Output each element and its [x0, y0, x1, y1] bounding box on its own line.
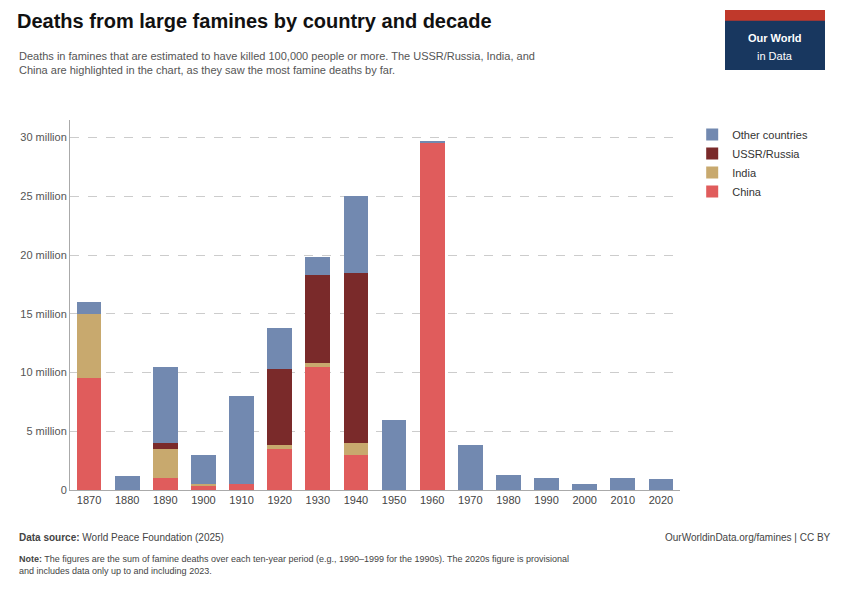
- svg-text:15 million: 15 million: [20, 308, 66, 320]
- svg-text:1890: 1890: [153, 494, 177, 506]
- svg-text:10 million: 10 million: [20, 366, 66, 378]
- svg-text:2020: 2020: [649, 494, 673, 506]
- svg-text:1900: 1900: [191, 494, 215, 506]
- svg-text:OurWorldinData.org/famines | C: OurWorldinData.org/famines | CC BY: [665, 532, 831, 543]
- svg-text:5 million: 5 million: [26, 425, 66, 437]
- svg-text:1970: 1970: [458, 494, 482, 506]
- svg-text:1920: 1920: [267, 494, 291, 506]
- svg-text:20 million: 20 million: [20, 249, 66, 261]
- svg-text:in Data: in Data: [757, 50, 793, 62]
- svg-text:2010: 2010: [611, 494, 635, 506]
- svg-text:USSR/Russia: USSR/Russia: [732, 148, 800, 160]
- svg-text:1870: 1870: [77, 494, 101, 506]
- svg-text:Note: The figures are the sum: Note: The figures are the sum of famine …: [19, 554, 569, 576]
- svg-text:1980: 1980: [496, 494, 520, 506]
- svg-text:1940: 1940: [344, 494, 368, 506]
- svg-text:1960: 1960: [420, 494, 444, 506]
- svg-text:1880: 1880: [115, 494, 139, 506]
- svg-text:2000: 2000: [572, 494, 596, 506]
- svg-text:Other countries: Other countries: [732, 129, 808, 141]
- svg-text:Our World: Our World: [748, 32, 802, 44]
- svg-text:1990: 1990: [534, 494, 558, 506]
- svg-text:1950: 1950: [382, 494, 406, 506]
- svg-text:1930: 1930: [306, 494, 330, 506]
- svg-text:30 million: 30 million: [20, 131, 66, 143]
- svg-text:China: China: [732, 186, 762, 198]
- svg-text:Deaths in famines that are est: Deaths in famines that are estimated to …: [19, 50, 535, 76]
- svg-text:Deaths from large famines by c: Deaths from large famines by country and…: [17, 10, 492, 32]
- svg-text:25 million: 25 million: [20, 190, 66, 202]
- svg-text:India: India: [732, 167, 757, 179]
- svg-text:0: 0: [61, 484, 67, 496]
- svg-text:Data source: World Peace Found: Data source: World Peace Foundation (202…: [19, 532, 224, 543]
- svg-text:1910: 1910: [229, 494, 253, 506]
